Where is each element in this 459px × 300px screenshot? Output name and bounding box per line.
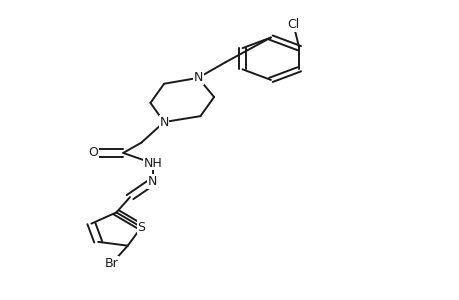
Text: N: N [148, 175, 157, 188]
Text: O: O [89, 146, 98, 159]
Text: N: N [159, 116, 168, 128]
Text: Br: Br [105, 257, 118, 270]
Text: S: S [137, 220, 145, 234]
Text: NH: NH [143, 157, 162, 170]
Text: Cl: Cl [287, 18, 299, 32]
Text: N: N [193, 71, 202, 84]
